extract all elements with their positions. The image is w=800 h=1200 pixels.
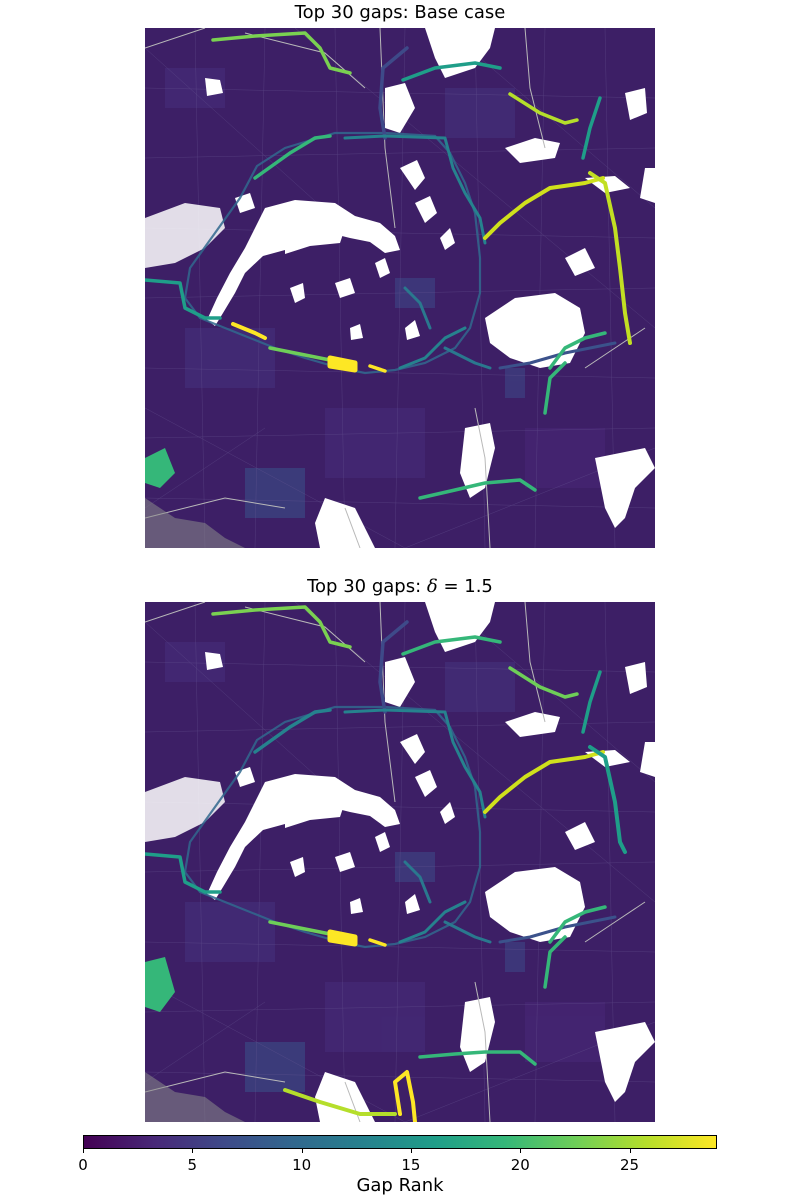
- gap-segments: [145, 31, 632, 500]
- main-roads: [145, 602, 646, 1122]
- zone-patches: [165, 642, 605, 1092]
- colorbar-tick: [301, 1149, 303, 1153]
- title-main: Base case: [414, 2, 506, 23]
- title-suffix: = 1.5: [437, 576, 493, 597]
- map-base-case: [145, 28, 655, 548]
- map-delta-svg: [145, 602, 655, 1122]
- colorbar-tick: [410, 1149, 412, 1153]
- colorbar-tick-label: 10: [292, 1156, 312, 1174]
- colorbar-tick: [629, 1149, 631, 1153]
- title-symbol: δ: [426, 576, 438, 597]
- panel-title-base-case: Top 30 gaps: Base case: [0, 2, 800, 24]
- colorbar-tick: [520, 1149, 522, 1153]
- gap-segments: [145, 605, 627, 1122]
- map-edge-shadow: [145, 1072, 245, 1122]
- colorbar-tick-label: 20: [510, 1156, 530, 1174]
- colorbar-tick-label: 0: [78, 1156, 88, 1174]
- map-delta: [145, 602, 655, 1122]
- zone-patches: [165, 68, 605, 518]
- title-prefix: Top 30 gaps:: [307, 576, 427, 597]
- colorbar-ticks: 0 5 10 15 20 25: [78, 1149, 717, 1179]
- panel-title-delta: Top 30 gaps: δ = 1.5: [0, 576, 800, 598]
- colorbar-tick: [192, 1149, 194, 1153]
- colorbar-label: Gap Rank: [356, 1175, 444, 1196]
- colorbar-tick-label: 5: [187, 1156, 198, 1174]
- map-edge-shadow: [145, 498, 245, 548]
- title-prefix: Top 30 gaps:: [294, 2, 415, 23]
- colorbar-tick: [83, 1149, 84, 1153]
- colorbar-tick-label: 15: [401, 1156, 421, 1174]
- map-base-case-svg: [145, 28, 655, 548]
- colorbar-gradient: [83, 1135, 717, 1149]
- colorbar-tick-label: 25: [620, 1156, 640, 1174]
